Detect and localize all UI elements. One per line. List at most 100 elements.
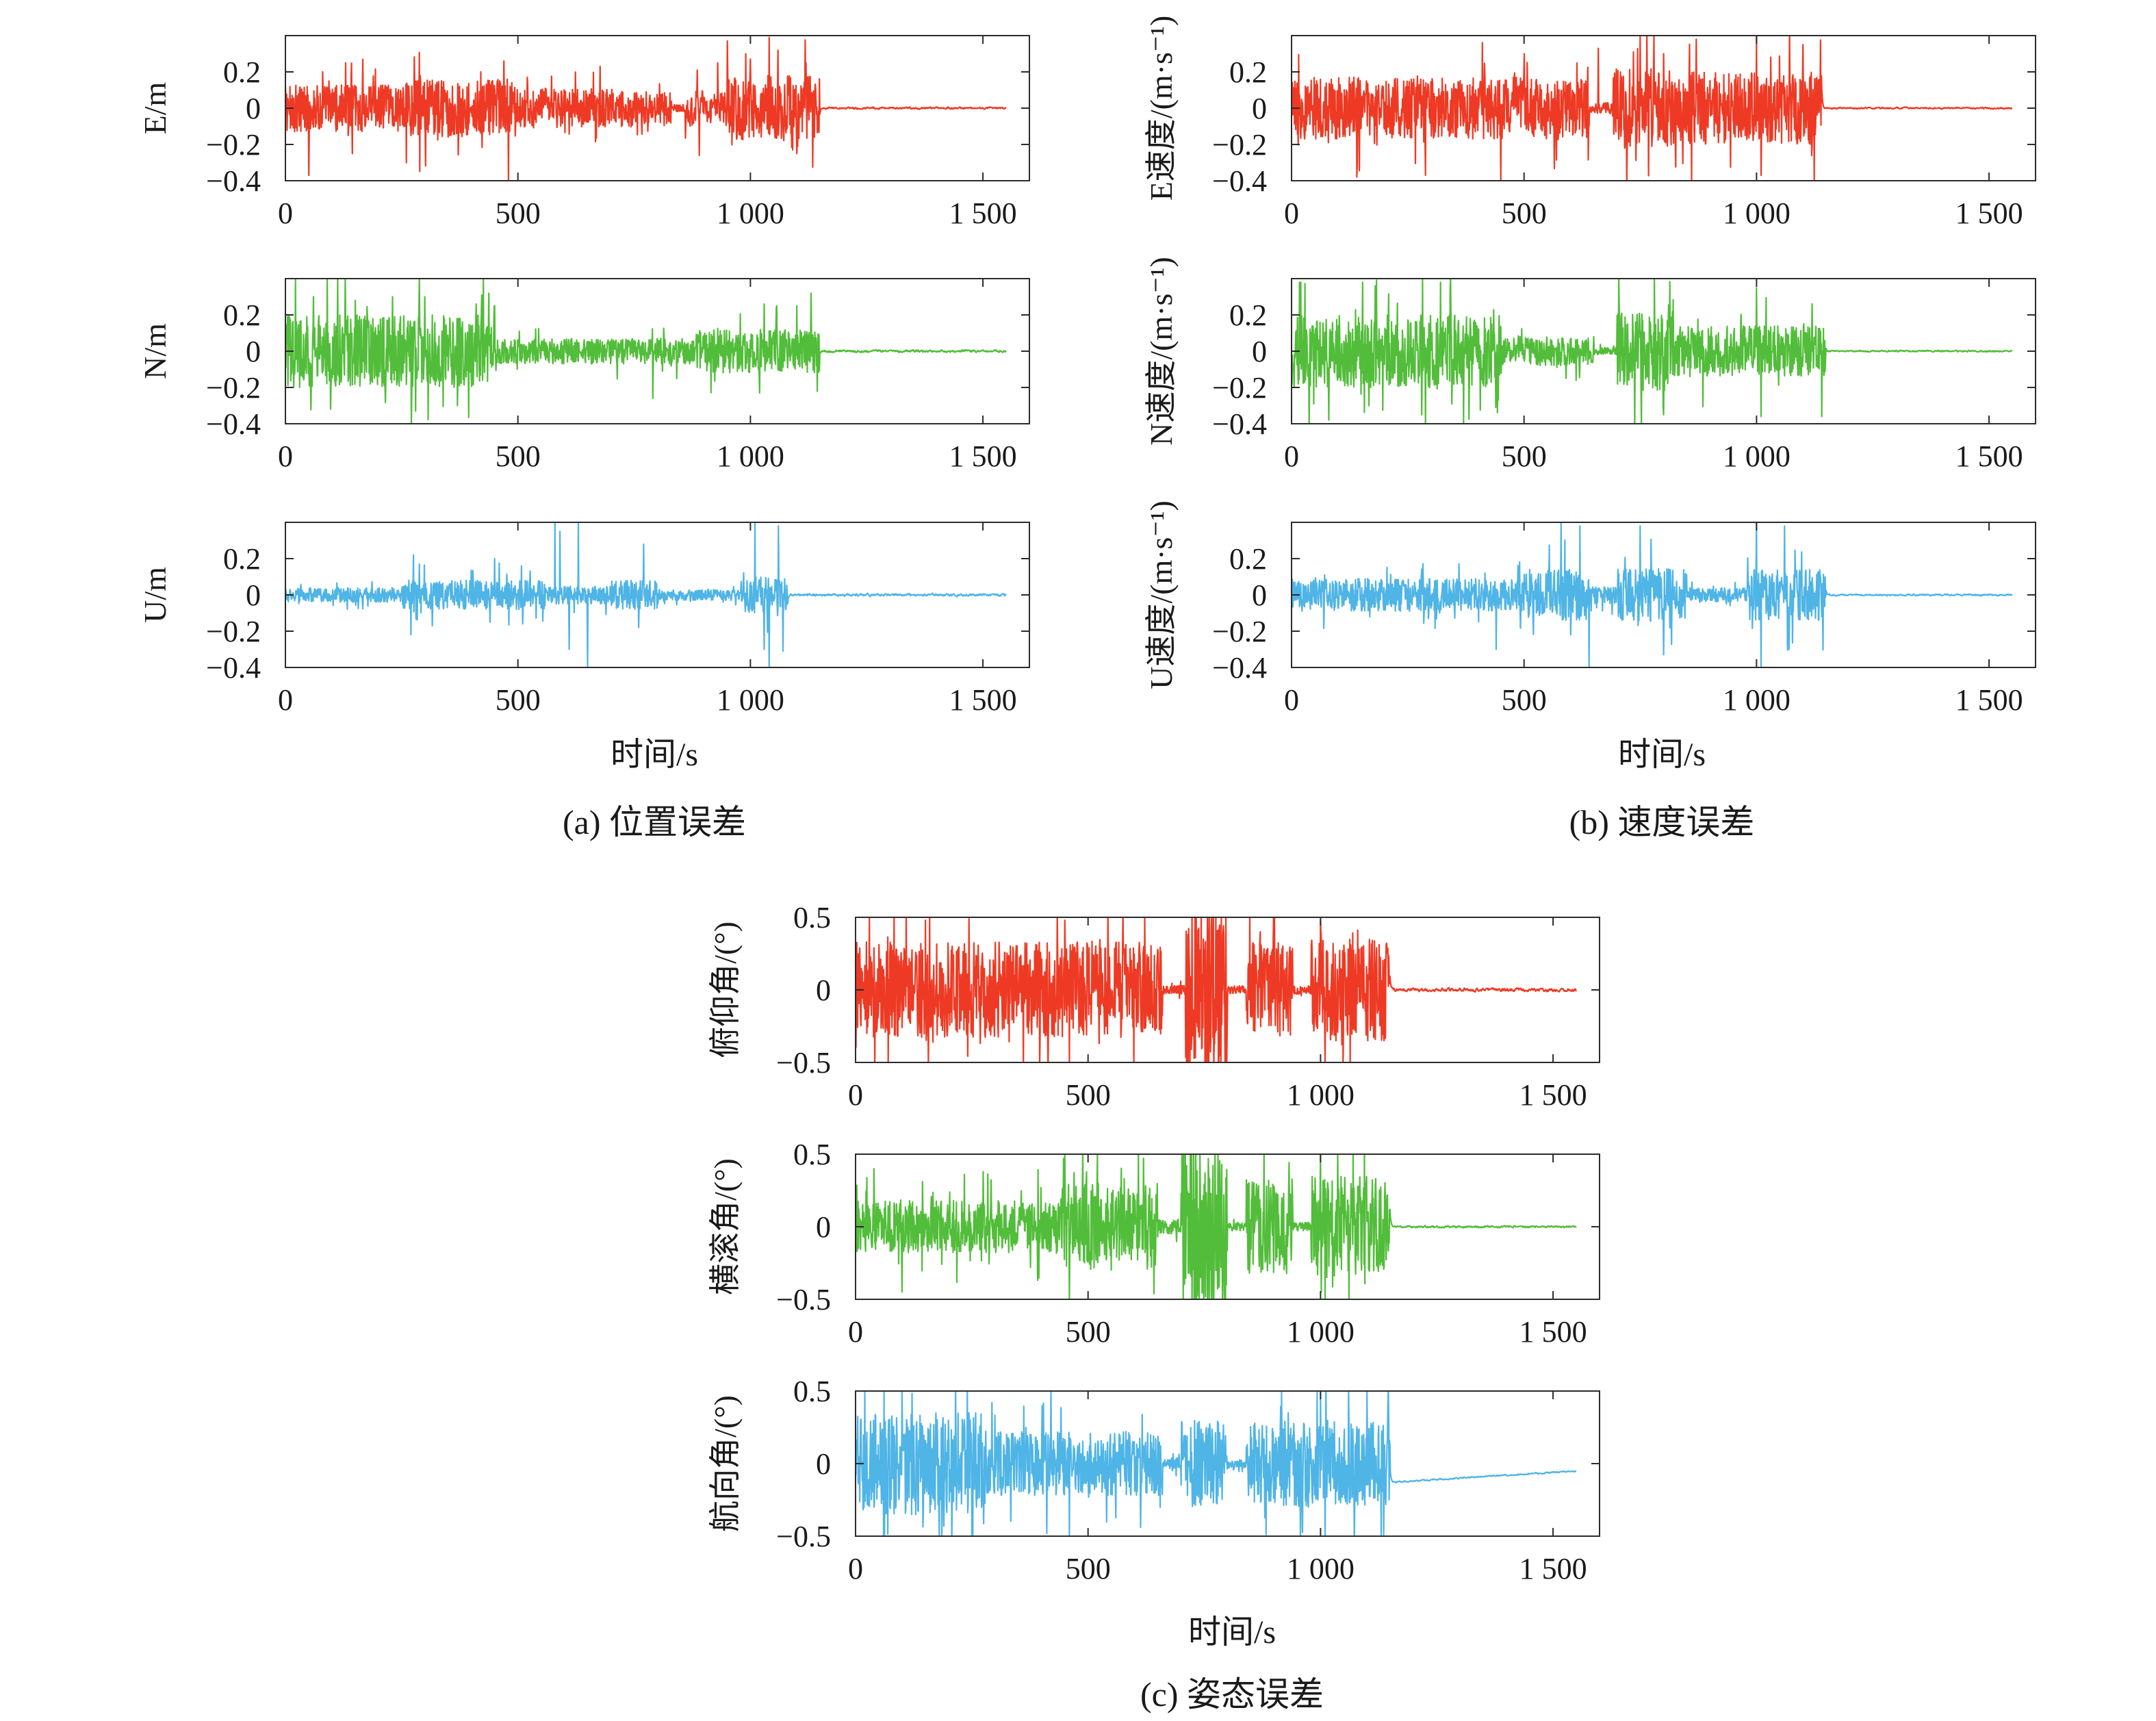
- y-tick-label-vel-e-2: −0.2: [1212, 128, 1267, 162]
- series-line-pos-u: [285, 522, 1007, 667]
- x-tick-label-vel-e-2: 1 000: [1723, 196, 1791, 230]
- caption-velocity-error: (b) 速度误差: [1569, 803, 1755, 841]
- y-axis-label-pos-n: N/m: [138, 323, 172, 379]
- x-tick-label-pos-e-3: 1 500: [949, 196, 1017, 230]
- x-tick-label-att-yaw-1: 500: [1066, 1552, 1111, 1585]
- y-tick-label-pos-u-1: 0: [246, 578, 261, 612]
- x-tick-label-att-yaw-2: 1 000: [1287, 1552, 1355, 1585]
- series-line-att-yaw: [856, 1391, 1577, 1536]
- y-tick-label-vel-n-0: 0.2: [1229, 298, 1267, 332]
- chart-att-pitch: 0 500 1 000 1 500 0.5 0 −0.5 俯仰角/(°): [708, 901, 1600, 1112]
- x-tick-label-vel-n-0: 0: [1284, 439, 1299, 473]
- y-tick-label-vel-u-1: 0: [1252, 578, 1267, 612]
- y-tick-label-pos-e-3: −0.4: [206, 164, 261, 198]
- y-tick-label-vel-n-2: −0.2: [1212, 371, 1267, 405]
- x-tick-label-vel-e-3: 1 500: [1955, 196, 2023, 230]
- series-line-att-pitch: [856, 917, 1577, 1062]
- x-tick-label-vel-n-1: 500: [1502, 439, 1547, 473]
- y-tick-label-pos-n-1: 0: [246, 335, 261, 368]
- y-axis-label-att-yaw: 航向角/(°): [708, 1395, 743, 1532]
- y-tick-label-vel-e-0: 0.2: [1229, 55, 1267, 89]
- series-line-vel-u: [1292, 522, 2013, 667]
- series-line-vel-n: [1292, 279, 2013, 424]
- x-tick-label-att-pitch-1: 500: [1066, 1078, 1111, 1112]
- caption-attitude-error: (c) 姿态误差: [1140, 1675, 1324, 1713]
- x-tick-label-att-roll-1: 500: [1066, 1315, 1111, 1349]
- x-axis-label-c: 时间/s: [1188, 1614, 1276, 1650]
- x-axis-label-a: 时间/s: [611, 737, 698, 773]
- x-tick-label-pos-u-0: 0: [278, 683, 293, 717]
- y-tick-label-pos-n-3: −0.4: [206, 407, 261, 441]
- y-tick-label-vel-e-1: 0: [1252, 92, 1267, 125]
- x-tick-label-att-pitch-3: 1 500: [1519, 1078, 1587, 1112]
- y-tick-label-vel-n-1: 0: [1252, 335, 1267, 368]
- series-line-pos-e: [285, 36, 1007, 181]
- chart-att-roll: 0 500 1 000 1 500 0.5 0 −0.5 横滚角/(°): [708, 1138, 1600, 1349]
- y-axis-label-vel-e: E速度/(m·s⁻¹): [1144, 16, 1179, 201]
- x-tick-label-att-pitch-0: 0: [848, 1078, 863, 1112]
- y-tick-label-att-yaw-2: −0.5: [776, 1520, 831, 1553]
- y-tick-label-pos-u-2: −0.2: [206, 615, 261, 648]
- y-tick-label-vel-n-3: −0.4: [1212, 407, 1267, 441]
- x-tick-label-vel-u-0: 0: [1284, 683, 1299, 717]
- x-tick-label-pos-e-1: 500: [496, 196, 541, 230]
- y-tick-label-att-roll-2: −0.5: [776, 1283, 831, 1316]
- y-tick-label-vel-u-2: −0.2: [1212, 615, 1267, 648]
- y-axis-label-att-roll: 横滚角/(°): [708, 1158, 743, 1295]
- x-tick-label-pos-n-2: 1 000: [717, 439, 784, 473]
- chart-att-yaw: 0 500 1 000 1 500 0.5 0 −0.5 航向角/(°): [708, 1375, 1600, 1585]
- y-tick-label-pos-n-2: −0.2: [206, 371, 261, 405]
- x-tick-label-att-roll-3: 1 500: [1519, 1315, 1587, 1349]
- x-tick-label-pos-u-1: 500: [496, 683, 541, 717]
- y-tick-label-vel-e-3: −0.4: [1212, 164, 1267, 198]
- x-tick-label-pos-u-3: 1 500: [949, 683, 1017, 717]
- series-line-pos-n: [285, 279, 1007, 424]
- x-tick-label-vel-e-1: 500: [1502, 196, 1547, 230]
- y-axis-label-vel-u: U速度/(m·s⁻¹): [1144, 500, 1179, 689]
- y-tick-label-pos-n-0: 0.2: [223, 298, 261, 332]
- y-tick-label-att-pitch-0: 0.5: [793, 901, 831, 934]
- x-tick-label-pos-e-2: 1 000: [717, 196, 784, 230]
- y-tick-label-vel-u-0: 0.2: [1229, 542, 1267, 576]
- y-tick-label-att-roll-0: 0.5: [793, 1138, 831, 1171]
- y-axis-label-pos-u: U/m: [138, 567, 172, 623]
- y-tick-label-pos-e-0: 0.2: [223, 55, 261, 89]
- y-tick-label-att-roll-1: 0: [816, 1210, 831, 1244]
- x-tick-label-att-pitch-2: 1 000: [1287, 1078, 1355, 1112]
- series-line-att-roll: [856, 1154, 1577, 1299]
- y-axis-label-vel-n: N速度/(m·s⁻¹): [1144, 257, 1179, 446]
- y-tick-label-att-pitch-2: −0.5: [776, 1046, 831, 1080]
- x-tick-label-pos-e-0: 0: [278, 196, 293, 230]
- x-tick-label-vel-u-2: 1 000: [1723, 683, 1791, 717]
- x-tick-label-vel-n-2: 1 000: [1723, 439, 1791, 473]
- x-tick-label-att-yaw-0: 0: [848, 1552, 863, 1585]
- y-tick-label-att-yaw-0: 0.5: [793, 1375, 831, 1408]
- x-tick-label-vel-u-3: 1 500: [1955, 683, 2023, 717]
- series-line-vel-e: [1292, 36, 2013, 181]
- x-tick-label-vel-e-0: 0: [1284, 196, 1299, 230]
- x-tick-label-att-roll-2: 1 000: [1287, 1315, 1355, 1349]
- y-tick-label-vel-u-3: −0.4: [1212, 651, 1267, 685]
- x-tick-label-att-roll-0: 0: [848, 1315, 863, 1349]
- x-tick-label-pos-n-0: 0: [278, 439, 293, 473]
- y-tick-label-pos-e-2: −0.2: [206, 128, 261, 162]
- y-axis-label-pos-e: E/m: [138, 81, 172, 134]
- y-tick-label-att-pitch-1: 0: [816, 973, 831, 1007]
- x-tick-label-pos-n-3: 1 500: [949, 439, 1017, 473]
- y-tick-label-pos-u-0: 0.2: [223, 542, 261, 576]
- y-tick-label-pos-e-1: 0: [246, 92, 261, 125]
- x-tick-label-pos-u-2: 1 000: [717, 683, 784, 717]
- y-tick-label-att-yaw-1: 0: [816, 1447, 831, 1481]
- x-tick-label-pos-n-1: 500: [496, 439, 541, 473]
- x-tick-label-vel-u-1: 500: [1502, 683, 1547, 717]
- x-tick-label-att-yaw-3: 1 500: [1519, 1552, 1587, 1585]
- caption-position-error: (a) 位置误差: [563, 803, 746, 841]
